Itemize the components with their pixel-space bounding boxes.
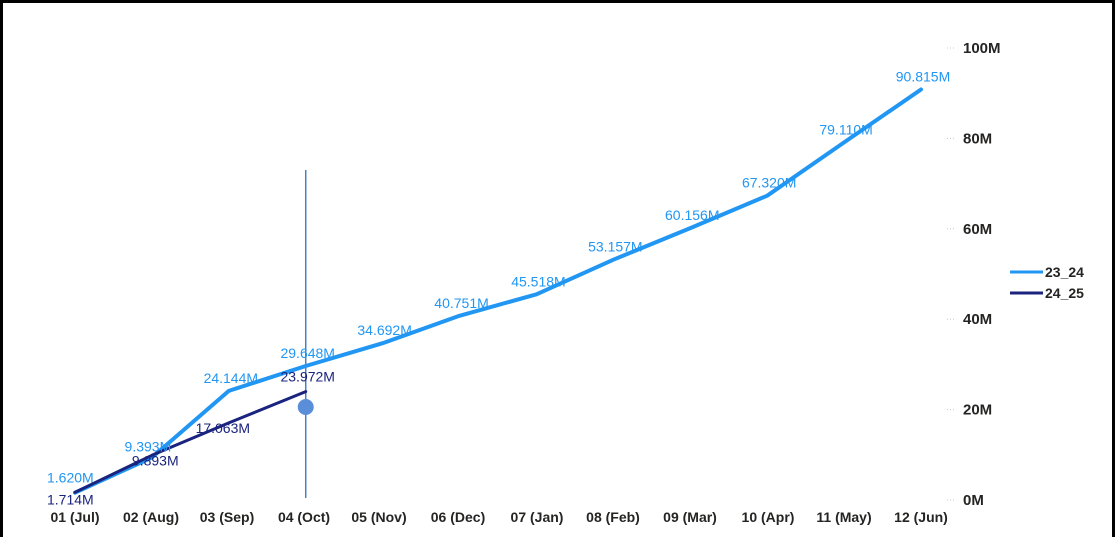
data-label: 23.972M xyxy=(280,369,334,385)
y-tick-label: 40M xyxy=(963,311,992,328)
y-tick-label: 80M xyxy=(963,130,992,147)
legend-label: 23_24 xyxy=(1045,264,1084,280)
data-label: 45.518M xyxy=(511,273,565,289)
series-line-23_24 xyxy=(73,87,923,495)
series-line-24_25 xyxy=(73,390,308,494)
hover-cursor-layer xyxy=(297,170,314,498)
data-label: 29.648M xyxy=(280,345,334,361)
data-label: 79.110M xyxy=(819,121,872,137)
y-tick-label: 60M xyxy=(963,221,992,238)
data-label: 40.751M xyxy=(434,295,488,311)
series-layer xyxy=(73,87,923,495)
data-label: 90.815M xyxy=(896,69,950,85)
x-tick-label: 11 (May) xyxy=(816,509,871,525)
legend: 23_24 24_25 xyxy=(1010,264,1084,301)
data-label: 60.156M xyxy=(665,207,719,223)
x-tick-label: 05 (Nov) xyxy=(351,509,406,525)
x-tick-label: 12 (Jun) xyxy=(894,509,948,525)
hover-cursor-marker xyxy=(297,399,314,415)
data-label: 34.692M xyxy=(357,322,411,338)
data-label: 24.144M xyxy=(204,370,258,386)
data-label: 1.714M xyxy=(47,491,94,507)
data-label: 17.063M xyxy=(196,420,250,436)
x-tick-label: 04 (Oct) xyxy=(278,509,330,525)
data-label: 9.393M xyxy=(125,439,172,455)
legend-item-24_25[interactable]: 24_25 xyxy=(1010,285,1084,301)
x-tick-label: 10 (Apr) xyxy=(742,509,795,525)
data-labels-layer: 1.620M 9.393M 24.144M 29.648M 34.692M 40.751M… xyxy=(47,69,950,508)
axes-layer: 01 (Jul) 02 (Aug) 03 (Sep) 04 (Oct) 05 (Nov)… xyxy=(50,40,1000,525)
legend-label: 24_25 xyxy=(1045,285,1084,301)
x-tick-label: 07 (Jan) xyxy=(511,509,564,525)
x-tick-label: 03 (Sep) xyxy=(200,509,254,525)
data-label: 53.157M xyxy=(588,239,642,255)
data-label: 67.320M xyxy=(742,175,796,191)
data-label: 1.620M xyxy=(47,470,94,486)
x-tick-label: 08 (Feb) xyxy=(586,509,640,525)
x-tick-label: 02 (Aug) xyxy=(123,509,179,525)
x-tick-label: 06 (Dec) xyxy=(431,509,485,525)
y-tick-label: 20M xyxy=(963,402,992,419)
data-label: 9.893M xyxy=(132,452,179,468)
x-tick-label: 01 (Jul) xyxy=(50,509,99,525)
y-tick-label: 0M xyxy=(963,492,984,509)
legend-item-23_24[interactable]: 23_24 xyxy=(1010,264,1084,280)
line-chart[interactable]: 01 (Jul) 02 (Aug) 03 (Sep) 04 (Oct) 05 (Nov)… xyxy=(3,3,1115,540)
y-tick-label: 100M xyxy=(963,40,1001,57)
x-tick-label: 09 (Mar) xyxy=(663,509,717,525)
